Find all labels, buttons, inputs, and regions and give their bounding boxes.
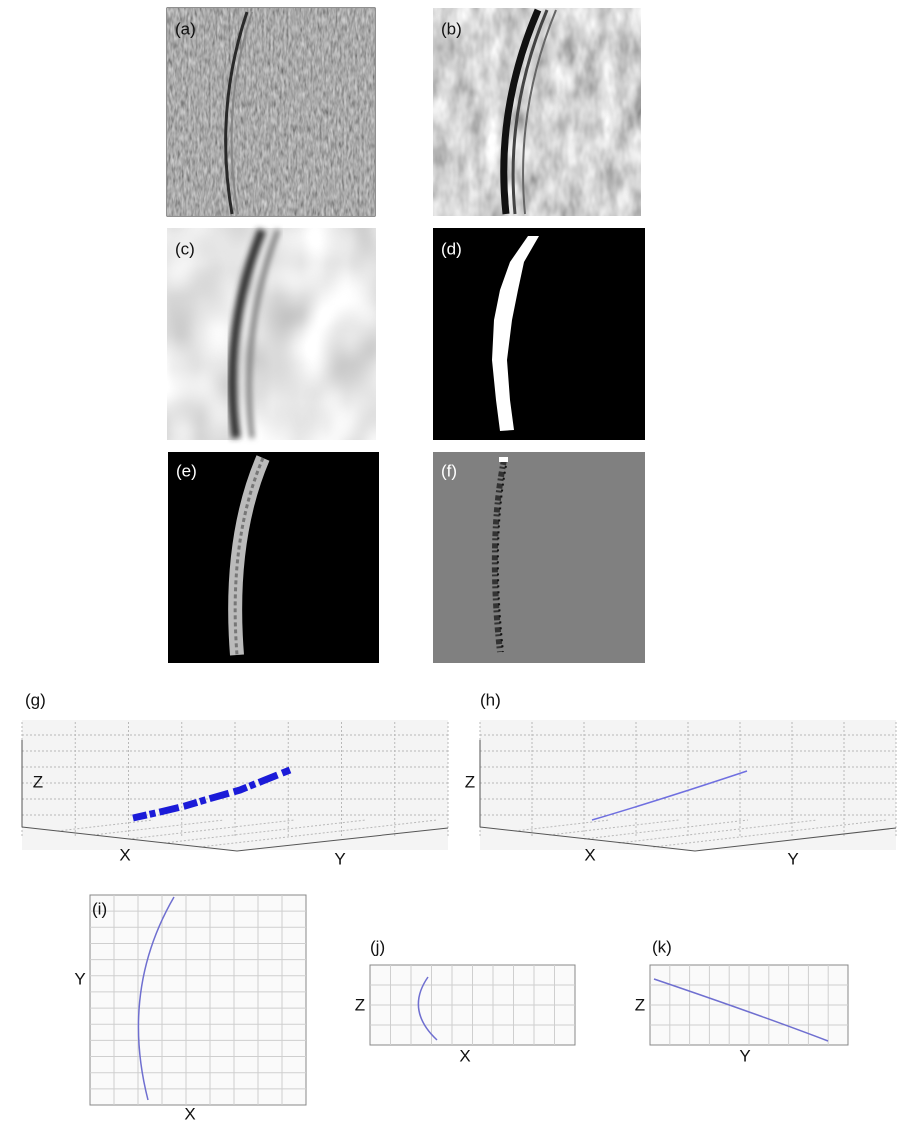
xz-projection (417, 976, 438, 1041)
yz-projection (653, 978, 829, 1042)
x-axis-label: X (184, 1104, 195, 1123)
grid-line (653, 819, 887, 848)
z-axis-label: Z (635, 995, 645, 1014)
plot-background (89, 894, 307, 1106)
y-axis-label: Y (334, 849, 345, 868)
panel-label: (b) (441, 19, 462, 38)
panel-i: (i) X Y (74, 894, 307, 1123)
panel-label: (h) (480, 690, 501, 709)
image-frame (433, 228, 645, 440)
panel-d: (d) (433, 228, 645, 440)
edge-map (491, 459, 507, 653)
image-texture (167, 8, 375, 216)
echo-arc (500, 8, 542, 215)
panel-a: (a) (166, 7, 376, 217)
echo-arc (522, 9, 557, 215)
point-cloud (132, 766, 292, 822)
panel-h: (h) X Y Z (465, 690, 897, 868)
y-axis-label: Y (74, 969, 85, 988)
panel-label: (a) (175, 19, 196, 38)
panel-label: (j) (370, 937, 385, 956)
x-axis-label: X (584, 845, 595, 864)
panel-label: (c) (175, 239, 195, 258)
floor-edge (21, 826, 449, 852)
y-axis-label: Y (787, 849, 798, 868)
x-axis-label: X (459, 1046, 470, 1065)
panel-label: (i) (92, 899, 107, 918)
masked-echo-texture (233, 457, 265, 656)
panel-f: (f) (433, 452, 645, 663)
z-axis-label: Z (355, 995, 365, 1014)
xy-projection (137, 896, 175, 1101)
panel-c: (c) (167, 228, 376, 440)
grid-line (618, 819, 818, 844)
plot-background (22, 720, 448, 850)
grid (479, 722, 897, 848)
plot-background (480, 720, 896, 850)
panel-label: (g) (25, 690, 46, 709)
grid-line (549, 819, 679, 836)
fitted-curve (591, 770, 748, 821)
image-texture (433, 8, 641, 216)
edge-highlight (499, 457, 508, 462)
panel-b: (b) (433, 8, 641, 216)
grid (21, 722, 449, 848)
z-axis-label: Z (33, 772, 43, 791)
image-texture (167, 228, 376, 440)
image-frame (433, 452, 645, 663)
panel-g: (g) X Y Z (21, 690, 449, 868)
echo-arc (230, 11, 253, 215)
image-frame (168, 452, 379, 663)
y-axis-label: Y (739, 1046, 750, 1065)
blurred-arc (227, 228, 281, 439)
z-axis-label: Z (465, 772, 475, 791)
grid-line (163, 819, 367, 844)
segmentation-mask (492, 236, 539, 431)
panel-label: (k) (652, 937, 672, 956)
x-axis-label: X (119, 845, 130, 864)
panel-label: (f) (441, 461, 457, 480)
grid-line (583, 819, 749, 840)
grid (370, 965, 575, 1045)
panel-label: (e) (176, 461, 197, 480)
grid-line (57, 819, 154, 832)
grid (90, 895, 306, 1105)
echo-arc (511, 9, 549, 215)
echo-arc (224, 11, 249, 215)
floor-edge (479, 826, 897, 852)
panel-label: (d) (441, 239, 462, 258)
panel-e: (e) (168, 452, 379, 663)
grid-line (92, 819, 225, 836)
panel-k: (k) Y Z (635, 937, 849, 1065)
panel-j: (j) X Z (355, 937, 576, 1065)
